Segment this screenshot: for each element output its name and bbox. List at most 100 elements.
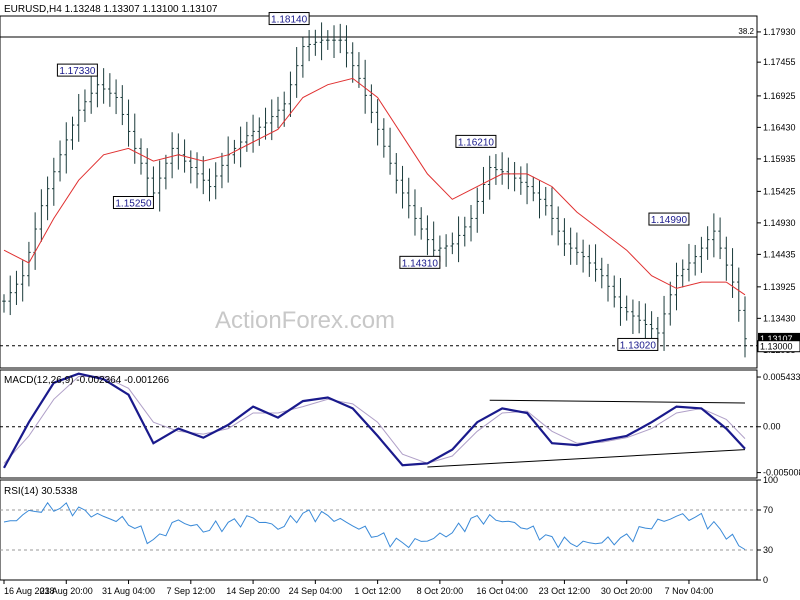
price-bar [400,165,405,209]
time-tick-label: 31 Aug 04:00 [102,586,155,596]
price-bar [462,216,467,247]
price-bar [612,275,617,308]
price-bar [643,303,648,339]
price-bar [357,52,361,88]
price-bar [575,232,579,265]
price-bar [95,75,100,108]
price-bar [151,166,156,201]
swing-label: 1.14990 [648,212,690,226]
time-tick-label: 14 Sep 20:00 [226,586,280,596]
swing-labels: 1.17330 1.15250 1.18140 1.14310 1.16210 1.130… [56,12,690,351]
time-tick-label: 16 Aug 2018 [4,586,55,596]
current-price-badge: 1.13107 [758,332,800,344]
price-bar [8,275,13,316]
swing-label: 1.17330 [56,63,98,77]
price-tick-label: 1.14435 [763,249,796,259]
price-bar [195,152,199,189]
price-bar [382,118,386,158]
price-bar [126,99,131,147]
price-bar [76,93,81,142]
price-bar [132,113,137,164]
price-bar [145,148,150,197]
rsi-axis-ticks: 100 70 30 0 [757,475,778,585]
swing-label-text: 1.15250 [115,199,152,210]
price-bar [624,295,629,321]
time-tick-label: 30 Oct 20:00 [601,586,653,596]
level-badge-text: 1.13000 [760,342,793,352]
price-bar [207,168,212,202]
price-bar [257,117,262,146]
price-bar [52,157,56,206]
macd-tick-label: 0.00 [763,422,781,432]
price-bar [201,156,206,195]
price-bars [2,22,747,358]
price-bar [89,76,93,114]
price-panel-frame [0,15,758,369]
price-bar [425,215,430,256]
price-bar [606,263,610,302]
swing-label-text: 1.18140 [271,15,308,26]
price-bar [525,163,529,205]
price-bar [531,176,536,202]
time-tick-label: 16 Oct 04:00 [476,586,528,596]
price-bar [413,189,417,236]
time-tick-label: 1 Oct 12:00 [354,586,401,596]
price-bar [718,217,722,260]
price-bar [699,236,704,273]
price-bar [245,121,249,152]
macd-main-line [3,372,746,469]
price-bar [705,226,710,260]
price-bar [301,37,305,78]
price-bar [375,99,380,146]
price-bar [238,126,243,168]
price-bar [213,162,218,200]
price-tick-label: 1.15935 [763,154,796,164]
time-tick-label: 23 Aug 20:00 [40,586,93,596]
moving-average-line [3,77,746,296]
price-bar [114,79,118,115]
price-bar [313,29,318,56]
price-bar [120,85,125,126]
price-bar [568,227,573,265]
price-panel: ActionForex.com 38.2 1.17330 1.15250 1.181… [0,4,800,369]
price-bar [20,260,25,302]
macd-panel-frame [0,369,758,479]
time-tick-label: 23 Oct 12:00 [539,586,591,596]
swing-label: 1.18140 [268,12,310,26]
price-bar [662,295,666,351]
price-bar [101,68,106,104]
price-bar [319,22,324,61]
price-levels: 38.2 [0,27,757,347]
swing-label-text: 1.17330 [59,66,96,77]
macd-title: MACD(12,26,9) -0.002364 -0.001266 [4,375,170,386]
macd-tick-label: -0.005008 [763,468,800,478]
price-bar [674,262,679,311]
price-bar [276,96,280,129]
price-bar [251,114,255,153]
macd-axis-ticks: 0.005433 0.00 -0.005008 [757,372,800,478]
rsi-levels [0,509,757,551]
price-bar [487,155,492,200]
level-badge: 1.13000 [757,340,800,353]
price-bar [170,132,174,179]
rsi-tick-label: 30 [763,545,773,555]
price-bar [550,187,554,236]
price-bar [263,107,268,140]
price-bar [288,71,293,117]
price-tick-label: 1.15425 [763,186,796,196]
price-bar [45,176,50,221]
macd-trendline [427,449,746,468]
fib-level-label: 38.2 [738,27,754,36]
price-bar [325,30,330,50]
price-bar [637,301,641,334]
price-bar [363,59,367,114]
price-bar [543,186,548,216]
price-bar [680,259,685,288]
rsi-panel: 100 70 30 0 RSI(14) 30.5338 [0,475,778,585]
price-tick-label: 1.13430 [763,313,796,323]
price-bar [593,244,598,282]
macd-panel: 0.005433 0.00 -0.005008 MACD(12,26,9) -0.0… [0,369,800,479]
price-bar [388,127,392,175]
swing-label-text: 1.14310 [402,258,439,269]
